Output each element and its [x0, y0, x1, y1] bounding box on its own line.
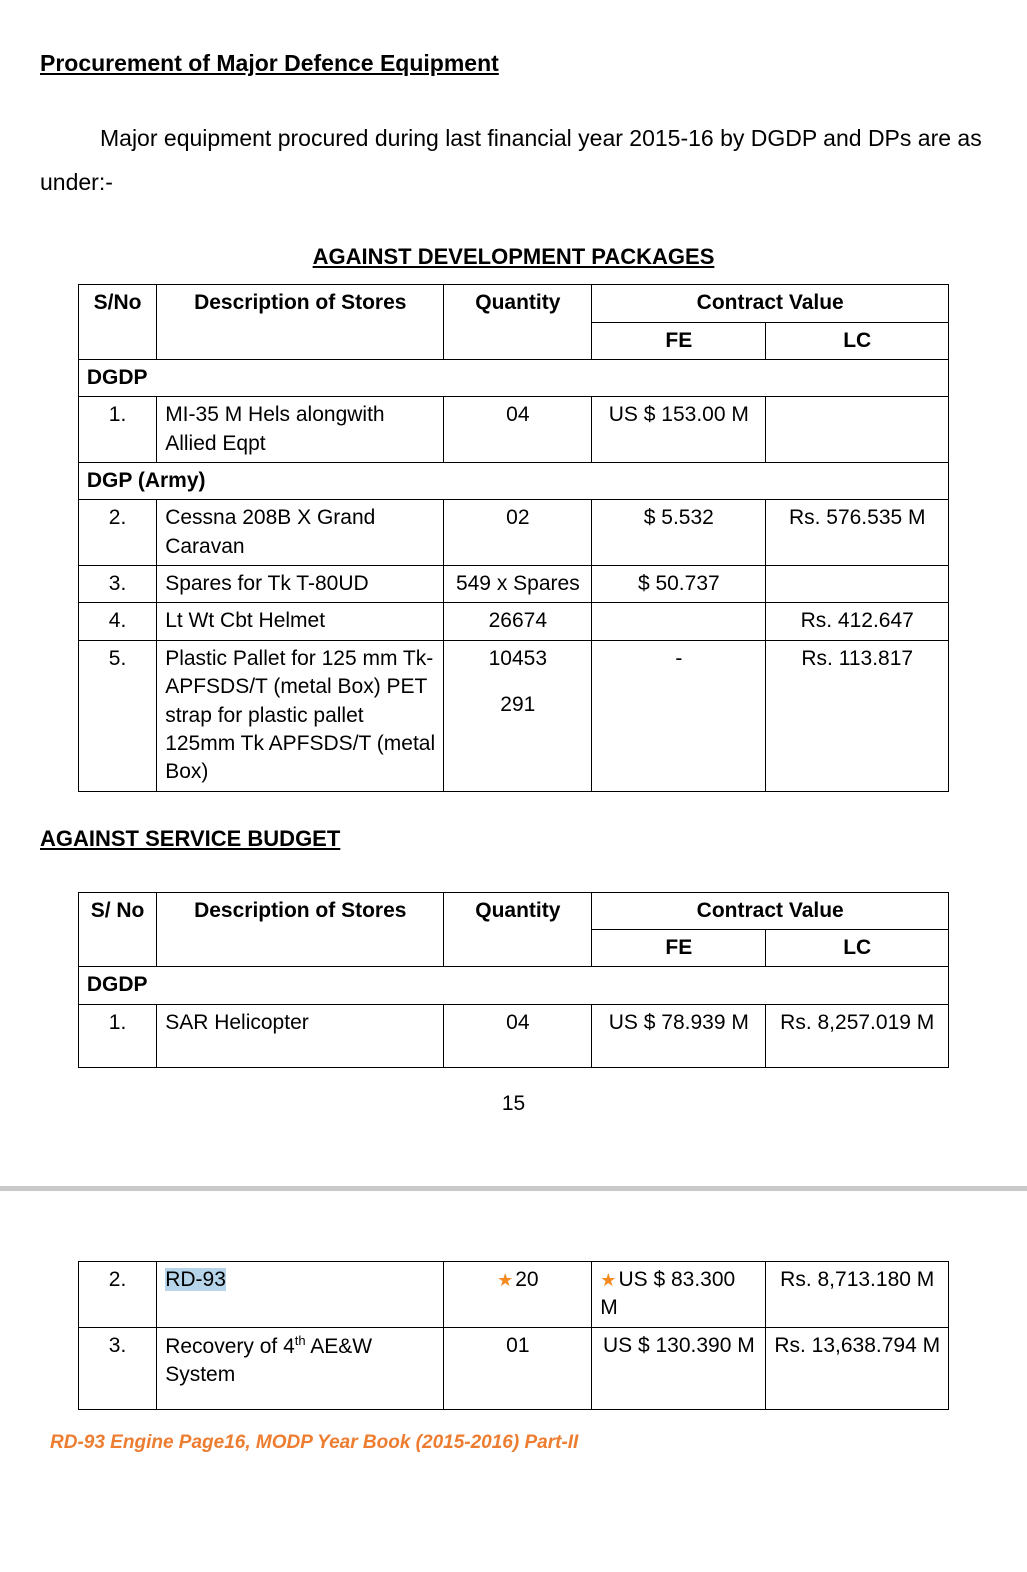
cell-desc: Lt Wt Cbt Helmet: [157, 603, 444, 640]
section-row: DGDP: [78, 967, 948, 1004]
cell-lc: Rs. 8,257.019 M: [766, 1004, 949, 1067]
section-row: DGDP: [78, 360, 948, 397]
page-number: 15: [40, 1092, 987, 1116]
cell-sno: 2.: [78, 1261, 156, 1327]
cell-lc: Rs. 113.817: [766, 640, 949, 791]
table-row: 3. Recovery of 4th AE&W System 01 US $ 1…: [78, 1327, 948, 1410]
section-dgp-army: DGP (Army): [78, 463, 948, 500]
cell-desc: Spares for Tk T-80UD: [157, 566, 444, 603]
desc-pre: Recovery of 4: [165, 1335, 295, 1358]
header-qty: Quantity: [444, 285, 592, 360]
header-fe: FE: [592, 929, 766, 966]
intro-paragraph: Major equipment procured during last fin…: [40, 117, 987, 204]
cell-desc: RD-93: [157, 1261, 444, 1327]
cell-sno: 4.: [78, 603, 156, 640]
cell-fe: [592, 603, 766, 640]
section-dgdp: DGDP: [78, 967, 948, 1004]
table-service-budget: S/ No Description of Stores Quantity Con…: [78, 892, 949, 1068]
cell-lc: Rs. 13,638.794 M: [766, 1327, 949, 1410]
cell-desc: MI-35 M Hels alongwith Allied Eqpt: [157, 397, 444, 463]
header-desc: Description of Stores: [157, 892, 444, 967]
qty-line: 291: [452, 691, 583, 719]
table-development-packages: S/No Description of Stores Quantity Cont…: [78, 284, 949, 791]
cell-desc: Cessna 208B X Grand Caravan: [157, 500, 444, 566]
cell-qty: 01: [444, 1327, 592, 1410]
cell-fe: US $ 130.390 M: [592, 1327, 766, 1410]
cell-sno: 1.: [78, 397, 156, 463]
table-service-budget-cont: 2. RD-93 ★20 ★US $ 83.300 M Rs. 8,713.18…: [78, 1261, 949, 1410]
header-lc: LC: [766, 322, 949, 359]
document-page-2: 2. RD-93 ★20 ★US $ 83.300 M Rs. 8,713.18…: [0, 1261, 1027, 1484]
table-row: 3. Spares for Tk T-80UD 549 x Spares $ 5…: [78, 566, 948, 603]
cell-qty: 26674: [444, 603, 592, 640]
table-row: 2. RD-93 ★20 ★US $ 83.300 M Rs. 8,713.18…: [78, 1261, 948, 1327]
cell-desc: SAR Helicopter: [157, 1004, 444, 1067]
highlighted-text: RD-93: [165, 1268, 226, 1291]
desc-sup: th: [295, 1333, 306, 1348]
cell-lc: Rs. 8,713.180 M: [766, 1261, 949, 1327]
table-row: 2. Cessna 208B X Grand Caravan 02 $ 5.53…: [78, 500, 948, 566]
cell-lc: Rs. 412.647: [766, 603, 949, 640]
table-header-row: S/ No Description of Stores Quantity Con…: [78, 892, 948, 929]
header-sno: S/No: [78, 285, 156, 360]
qty-line: 10453: [452, 645, 583, 673]
star-icon: ★: [600, 1270, 616, 1290]
cell-qty: 10453 291: [444, 640, 592, 791]
document-page: Procurement of Major Defence Equipment M…: [0, 0, 1027, 1186]
qty-value: 20: [515, 1268, 538, 1291]
table-row: 5. Plastic Pallet for 125 mm Tk-APFSDS/T…: [78, 640, 948, 791]
header-qty: Quantity: [444, 892, 592, 967]
header-sno: S/ No: [78, 892, 156, 967]
header-contract-value: Contract Value: [592, 892, 949, 929]
header-desc: Description of Stores: [157, 285, 444, 360]
cell-sno: 1.: [78, 1004, 156, 1067]
table-row: 1. MI-35 M Hels alongwith Allied Eqpt 04…: [78, 397, 948, 463]
cell-sno: 2.: [78, 500, 156, 566]
section-dgdp: DGDP: [78, 360, 948, 397]
section-row: DGP (Army): [78, 463, 948, 500]
main-heading: Procurement of Major Defence Equipment: [40, 50, 987, 77]
cell-qty: 549 x Spares: [444, 566, 592, 603]
cell-sno: 5.: [78, 640, 156, 791]
star-icon: ★: [497, 1270, 513, 1290]
footer-note: RD-93 Engine Page16, MODP Year Book (201…: [40, 1432, 987, 1454]
cell-sno: 3.: [78, 1327, 156, 1410]
cell-qty: 04: [444, 397, 592, 463]
page-break-divider: [0, 1186, 1027, 1191]
cell-qty: ★20: [444, 1261, 592, 1327]
cell-fe: US $ 153.00 M: [592, 397, 766, 463]
cell-desc: Recovery of 4th AE&W System: [157, 1327, 444, 1410]
cell-fe: $ 5.532: [592, 500, 766, 566]
cell-fe: $ 50.737: [592, 566, 766, 603]
table-header-row: S/No Description of Stores Quantity Cont…: [78, 285, 948, 322]
cell-lc: Rs. 576.535 M: [766, 500, 949, 566]
table1-heading: AGAINST DEVELOPMENT PACKAGES: [40, 244, 987, 270]
header-contract-value: Contract Value: [592, 285, 949, 322]
table-row: 4. Lt Wt Cbt Helmet 26674 Rs. 412.647: [78, 603, 948, 640]
fe-value: US $ 83.300 M: [600, 1268, 735, 1319]
header-fe: FE: [592, 322, 766, 359]
cell-fe: US $ 78.939 M: [592, 1004, 766, 1067]
cell-qty: 02: [444, 500, 592, 566]
cell-sno: 3.: [78, 566, 156, 603]
table2-heading: AGAINST SERVICE BUDGET: [40, 826, 987, 852]
table-row: 1. SAR Helicopter 04 US $ 78.939 M Rs. 8…: [78, 1004, 948, 1067]
cell-qty: 04: [444, 1004, 592, 1067]
cell-lc: [766, 397, 949, 463]
header-lc: LC: [766, 929, 949, 966]
cell-desc: Plastic Pallet for 125 mm Tk-APFSDS/T (m…: [157, 640, 444, 791]
cell-lc: [766, 566, 949, 603]
cell-fe: -: [592, 640, 766, 791]
cell-fe: ★US $ 83.300 M: [592, 1261, 766, 1327]
